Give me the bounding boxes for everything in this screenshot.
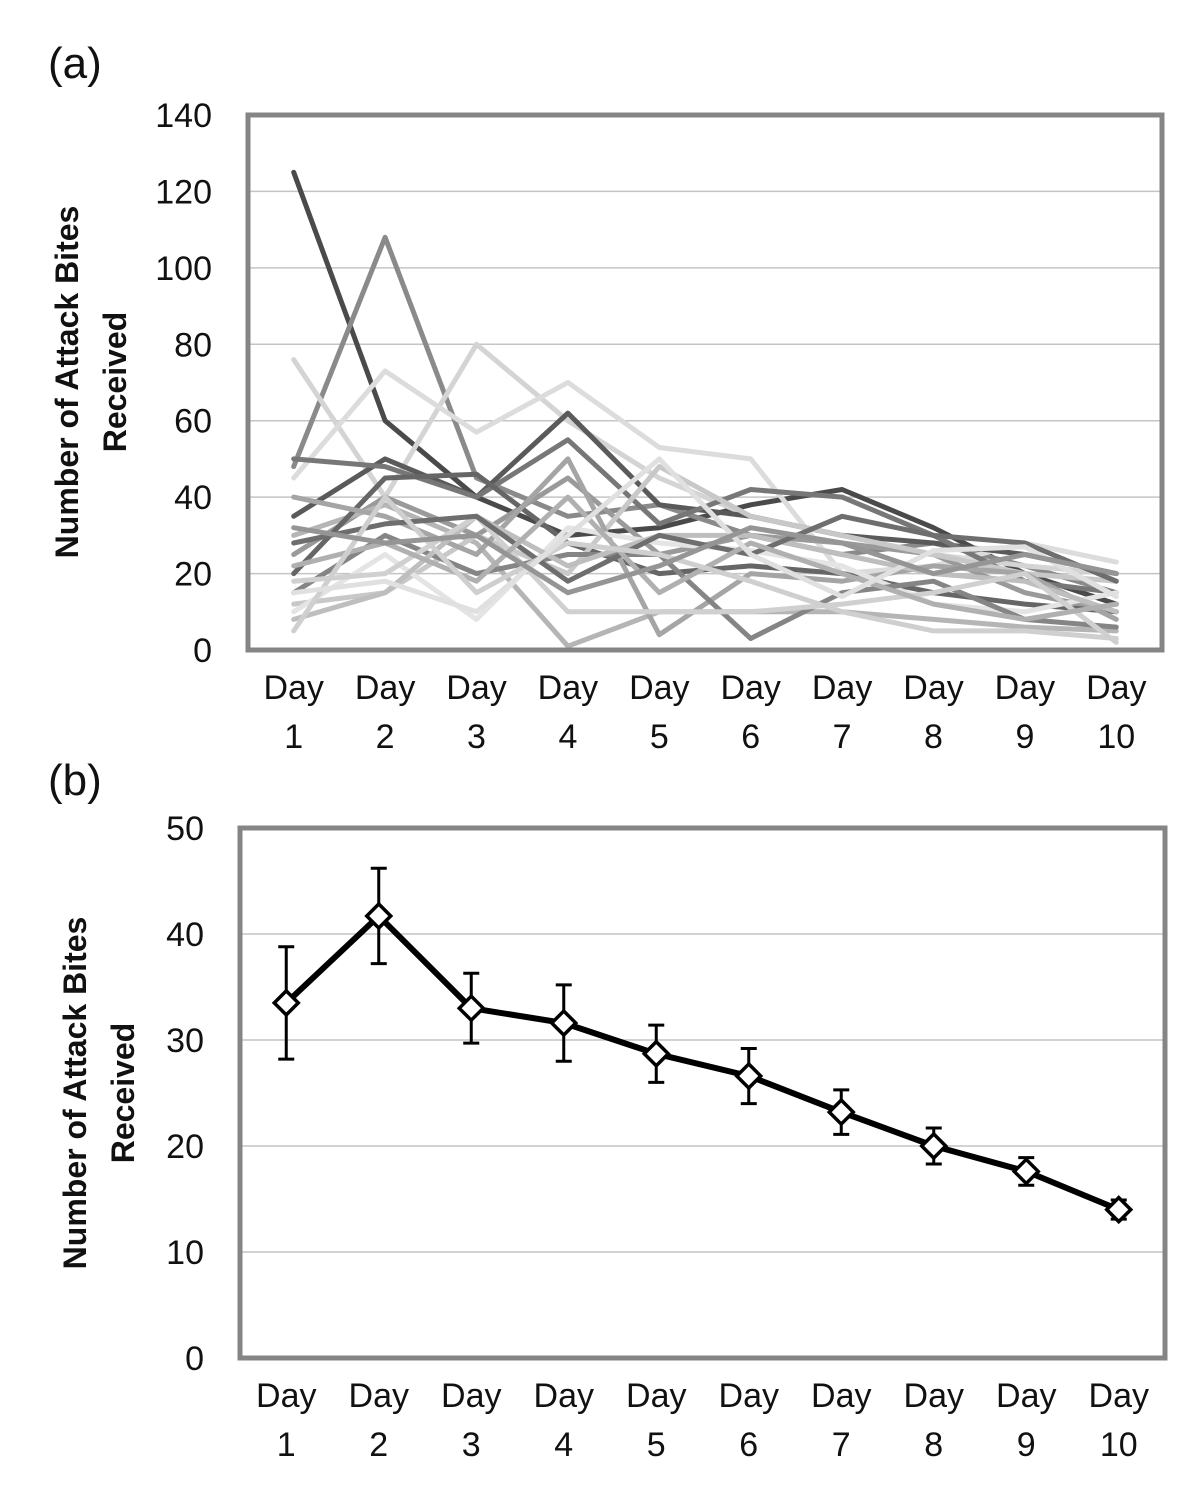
panel-b-y-tick-label: 20 [166, 1128, 204, 1166]
panel-b-x-tick-label-number: 8 [924, 1426, 943, 1464]
panel-b: (b) Number of Attack Bites Received 0 10 2… [48, 756, 1168, 1464]
panel-b-x-tick-label-day: Day [256, 1377, 316, 1415]
panel-b-data-point [826, 1097, 856, 1127]
panel-b-y-tick-label: 30 [166, 1022, 204, 1060]
panel-a: (a) Number of Attack Bites Received 0 20 4… [48, 39, 1165, 756]
panel-a-x-tick-label-number: 2 [376, 718, 395, 756]
panel-b-series-line-1 [283, 913, 1122, 1213]
panel-a-y-tick-label: 80 [174, 326, 212, 364]
panel-a-series-line-18 [291, 494, 1119, 641]
panel-b-data-point [271, 988, 301, 1018]
panel-b-data-point [456, 993, 486, 1023]
panel-a-series-line-14 [291, 513, 1119, 622]
panel-a-x-tick-label-day: Day [263, 669, 323, 707]
panel-a-x-tick-label-number: 9 [1015, 718, 1034, 756]
panel-b-x-tick-label-day: Day [534, 1377, 594, 1415]
panel-a-x-tick-label-day: Day [629, 669, 689, 707]
panel-b-x-tick-label-number: 3 [462, 1426, 481, 1464]
panel-a-y-tick-label: 100 [155, 250, 212, 288]
panel-a-x-tick-label-day: Day [720, 669, 780, 707]
panel-b-x-tick-label-number: 6 [739, 1426, 758, 1464]
panel-a-x-tick-label-number: 1 [284, 718, 303, 756]
panel-b-x-tick-label-number: 7 [832, 1426, 851, 1464]
panel-a-series-line-4 [291, 368, 1119, 577]
panel-a-x-tick-label-number: 4 [558, 718, 577, 756]
panel-a-x-tick-label-number: 5 [650, 718, 669, 756]
panel-b-y-axis-title-line2: Received [105, 1023, 141, 1164]
panel-b-data-point [919, 1131, 949, 1161]
panel-b-data-point [549, 1008, 579, 1038]
panel-b-x-tick-label-number: 10 [1100, 1426, 1138, 1464]
panel-b-plot-frame [237, 825, 1168, 1361]
panel-a-label: (a) [48, 39, 102, 88]
panel-a-y-tick-label: 60 [174, 403, 212, 441]
panel-b-x-tick-label-day: Day [349, 1377, 409, 1415]
panel-a-x-tick-label-number: 6 [741, 718, 760, 756]
panel-b-x-tick-label-day: Day [719, 1377, 779, 1415]
panel-a-y-axis-title-line1: Number of Attack Bites [49, 206, 85, 559]
panel-b-y-tick-label: 0 [185, 1340, 204, 1378]
panel-a-x-tick-label-number: 7 [833, 718, 852, 756]
panel-a-x-tick-label-day: Day [995, 669, 1055, 707]
panel-a-x-tick-label-day: Day [903, 669, 963, 707]
panel-b-x-tick-label-day: Day [626, 1377, 686, 1415]
panel-b-x-tick-label-number: 2 [369, 1426, 388, 1464]
panel-b-y-tick-label: 40 [166, 916, 204, 954]
panel-a-y-tick-label: 120 [155, 173, 212, 211]
panel-b-x-tick-label-number: 5 [647, 1426, 666, 1464]
panel-a-y-tick-label: 20 [174, 556, 212, 594]
panel-a-y-tick-label: 0 [193, 632, 212, 670]
panel-b-x-tick-label-day: Day [1089, 1377, 1149, 1415]
panel-b-data-point [734, 1061, 764, 1091]
panel-a-series-line-20 [291, 525, 1119, 596]
panel-a-y-tick-label: 140 [155, 97, 212, 135]
panel-b-x-tick-label-day: Day [441, 1377, 501, 1415]
panel-b-y-tick-label: 50 [166, 810, 204, 848]
panel-a-plot-frame [245, 112, 1165, 653]
panel-a-x-tick-label-day: Day [355, 669, 415, 707]
panel-b-data-point [1104, 1195, 1134, 1225]
panel-b-x-tick-label-number: 1 [277, 1426, 296, 1464]
panel-a-x-tick-label-number: 10 [1097, 718, 1135, 756]
panel-a-x-tick-label-day: Day [1086, 669, 1146, 707]
panel-a-x-tick-label-day: Day [812, 669, 872, 707]
panel-b-y-tick-label: 10 [166, 1234, 204, 1272]
panel-b-data-point [364, 901, 394, 931]
panel-a-x-tick-label-day: Day [446, 669, 506, 707]
panel-a-series-line-11 [291, 456, 1119, 638]
panel-b-data-point [1011, 1156, 1041, 1186]
panel-a-x-tick-label-day: Day [538, 669, 598, 707]
panel-a-y-tick-label: 40 [174, 479, 212, 517]
panel-b-x-tick-label-number: 9 [1017, 1426, 1036, 1464]
panel-b-x-tick-label-day: Day [811, 1377, 871, 1415]
panel-b-label: (b) [48, 756, 102, 805]
panel-b-x-tick-label-day: Day [996, 1377, 1056, 1415]
panel-b-data-point [641, 1039, 671, 1069]
panel-b-y-axis-title-line1: Number of Attack Bites [57, 917, 93, 1270]
panel-b-x-tick-label-number: 4 [554, 1426, 573, 1464]
panel-a-series-line-19 [291, 456, 1119, 615]
panel-a-x-tick-label-number: 8 [924, 718, 943, 756]
panel-b-x-tick-label-day: Day [904, 1377, 964, 1415]
panel-a-y-axis-title-line2: Received [97, 312, 133, 453]
panel-a-x-tick-label-number: 3 [467, 718, 486, 756]
